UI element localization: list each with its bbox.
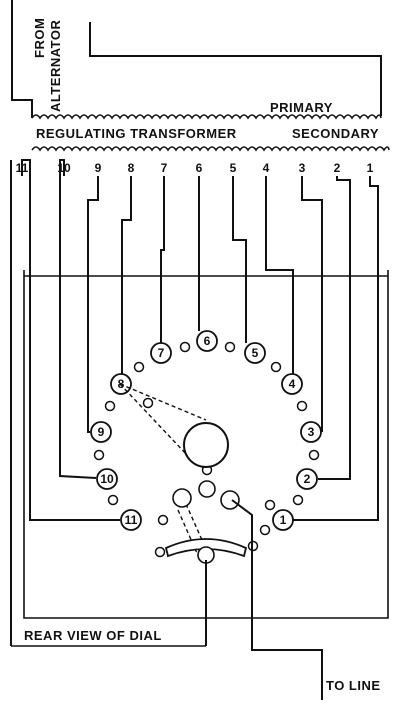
dial-contact-label: 5 [252,346,259,360]
tap-label: 2 [334,161,341,175]
tap-label: 4 [263,161,270,175]
dial-contact-label: 3 [308,425,315,439]
dial-studs [93,341,320,558]
dial-stud [308,449,320,461]
tap-label: 1 [367,161,374,175]
tap-wire [265,176,294,374]
dial-contact-label: 4 [289,377,296,391]
dial-contact [196,330,218,352]
rear-view-label: REAR VIEW OF DIAL [24,628,162,643]
alternator-label: ALTERNATOR [48,20,63,112]
regulating-transformer-label: REGULATING TRANSFORMER [36,126,237,141]
tap-wiring [21,159,379,521]
dial-stud [93,449,105,461]
tap-wire [160,176,165,343]
tap-label: 8 [128,161,135,175]
dial-contact [272,509,294,531]
dial-contact [120,509,142,531]
tap-wire [293,176,379,521]
tap-label: 6 [196,161,203,175]
dial-contact [300,421,322,443]
output-leads [10,160,323,700]
dial-stud [133,361,145,373]
alternator-leads [11,0,382,118]
dial-stud [259,524,271,536]
dial-contact-label: 10 [100,472,114,486]
dial-stud [292,494,304,506]
tap-wire [318,176,351,480]
dial-stud [224,341,236,353]
dial-stud [296,400,308,412]
dial-contact [244,342,266,364]
dial-stud [107,494,119,506]
primary-winding [31,114,382,120]
dial-contact-label: 11 [125,513,138,527]
dial-stud [142,397,154,409]
dial-contact-label: 2 [304,472,311,486]
slip-ring-left [172,488,192,508]
tap-wire [87,176,99,433]
dial-contact-label: 7 [158,346,165,360]
dial-stud [157,514,169,526]
primary-label: PRIMARY [270,100,333,115]
dial-contact [150,342,172,364]
dial-contact-label: 1 [280,513,287,527]
dial-contact-label: 6 [204,334,211,348]
dial-contact [90,421,112,443]
from-label: FROM [32,18,47,58]
tap-label: 9 [95,161,102,175]
dial-contact [281,373,303,395]
dial-stud [179,341,191,353]
tap-wire [121,176,132,374]
dial-contact [296,468,318,490]
dial-stud [104,400,116,412]
tap-number-labels: 11 10 9 8 7 6 5 4 3 2 1 [16,161,374,175]
to-line-label: TO LINE [326,678,381,693]
dial-stud [154,546,166,558]
slip-ring-top [198,480,216,498]
tap-label: 7 [161,161,168,175]
dial-contact-label: 9 [98,425,105,439]
secondary-winding [31,146,390,152]
dial-arm [119,383,211,561]
tap-label: 5 [230,161,237,175]
dial-contact [96,468,118,490]
tap-wire [21,159,120,521]
dial-hub [183,422,229,468]
tap-wire [301,176,323,432]
tap-wire [232,176,247,343]
dial-stud [264,499,276,511]
tap-label: 3 [299,161,306,175]
secondary-label: SECONDARY [292,126,379,141]
dial-stud [270,361,282,373]
slip-ring-right [220,490,240,510]
tap-wire [59,159,97,479]
